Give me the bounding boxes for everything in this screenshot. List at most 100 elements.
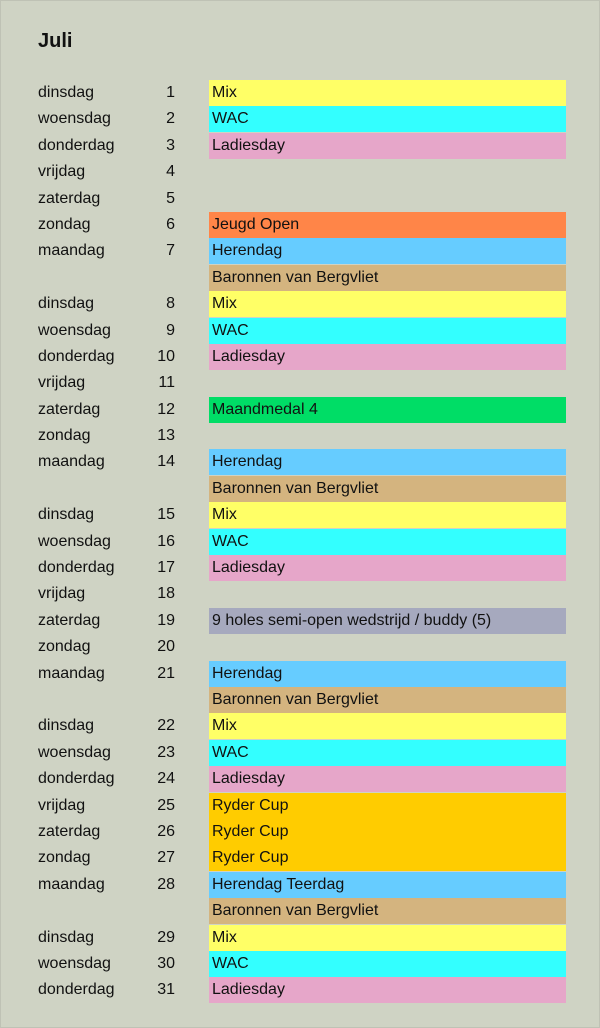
date-number: 3 [166,136,175,154]
calendar-row: woensdag 2 WAC [0,106,600,133]
weekday-label: zondag [38,215,91,233]
calendar-row: zaterdag 19 9 holes semi-open wedstrijd / … [0,607,600,634]
weekday-label: dinsdag [38,717,95,735]
date-number: 16 [157,532,175,550]
weekday-label: zaterdag [38,400,101,418]
date-number: 17 [157,559,175,577]
event-cell: Mix [209,291,566,318]
calendar-row: zondag 13 [0,423,600,449]
date-number: 23 [157,743,175,761]
event-cell: WAC [209,528,566,555]
date-number: 22 [157,717,175,735]
date-number: 10 [157,347,175,365]
weekday-label: dinsdag [38,84,95,101]
event-cell: Herendag [209,238,566,265]
calendar-row: dinsdag 22 Mix [0,713,600,740]
date-number: 31 [157,981,175,999]
weekday-label: woensdag [38,532,111,550]
date-number: 1 [166,84,175,101]
event-cell: Baronnen van Bergvliet [209,686,566,713]
date-number: 28 [157,875,175,893]
date-number: 27 [157,849,175,867]
calendar-row: Baronnen van Bergvliet [0,264,600,291]
event-cell: Ladiesday [209,977,566,1004]
weekday-label: woensdag [38,321,111,339]
event-cell: Maandmedal 4 [209,396,566,423]
weekday-label: donderdag [38,770,115,788]
event-cell: Baronnen van Bergvliet [209,264,566,291]
weekday-label: woensdag [38,954,111,972]
date-number: 9 [166,321,175,339]
event-cell: Mix [209,502,566,529]
event-cell: WAC [209,317,566,344]
date-number: 14 [157,453,175,471]
calendar-row: zondag 27 Ryder Cup [0,845,600,872]
event-cell: Ryder Cup [209,818,566,845]
calendar-row: dinsdag 8 Mix [0,291,600,318]
event-cell: 9 holes semi-open wedstrijd / buddy (5) [209,607,566,634]
weekday-label: zaterdag [38,611,101,629]
event-cell: Ladiesday [209,555,566,582]
event-cell: Herendag [209,660,566,687]
weekday-label: woensdag [38,110,111,128]
calendar-row: woensdag 23 WAC [0,739,600,766]
weekday-label: zondag [38,638,91,656]
calendar-row: vrijdag 25 Ryder Cup [0,792,600,819]
weekday-label: zondag [38,427,91,445]
date-number: 6 [166,215,175,233]
calendar-row: maandag 14 Herendag [0,449,600,476]
weekday-label: zaterdag [38,189,101,207]
date-number: 29 [157,928,175,946]
event-cell: Herendag Teerdag [209,871,566,898]
event-cell: Mix [209,713,566,740]
date-number: 5 [166,189,175,207]
date-number: 11 [158,374,175,392]
weekday-label: donderdag [38,981,115,999]
event-cell: Mix [209,924,566,951]
date-number [130,898,175,924]
event-cell: Ryder Cup [209,845,566,872]
date-number: 18 [157,585,175,603]
calendar-row: zaterdag 12 Maandmedal 4 [0,396,600,423]
calendar-row: Baronnen van Bergvliet [0,898,600,925]
calendar-list: dinsdag 1 Mix woensdag 2 WAC donderdag 3 Ladiesd… [0,80,600,1004]
date-number: 4 [166,163,175,181]
weekday-label: maandag [38,242,105,260]
weekday-label: dinsdag [38,928,95,946]
calendar-row: woensdag 30 WAC [0,950,600,977]
date-number: 24 [157,770,175,788]
weekday-label: dinsdag [38,506,95,524]
event-cell: Ryder Cup [209,792,566,819]
date-number [130,476,175,502]
calendar-row: zondag 6 Jeugd Open [0,211,600,238]
weekday-label: donderdag [38,559,115,577]
event-cell: WAC [209,739,566,766]
weekday-label: maandag [38,453,105,471]
weekday-label: vrijdag [38,796,86,814]
date-number: 13 [157,427,175,445]
weekday-label: maandag [38,664,105,682]
calendar-row: Baronnen van Bergvliet [0,475,600,502]
calendar-row: donderdag 24 Ladiesday [0,766,600,793]
calendar-row: donderdag 3 Ladiesday [0,132,600,159]
weekday-label: dinsdag [38,295,95,313]
date-number: 12 [157,400,175,418]
weekday-label: zaterdag [38,822,101,840]
calendar-row: zaterdag 26 Ryder Cup [0,818,600,845]
weekday-label: zondag [38,849,91,867]
weekday-label: vrijdag [38,585,86,603]
weekday-label: woensdag [38,743,111,761]
calendar-row: dinsdag 15 Mix [0,502,600,529]
date-number: 21 [157,664,175,682]
calendar-row: vrijdag 4 [0,159,600,185]
calendar-row: maandag 7 Herendag [0,238,600,265]
date-number: 15 [157,506,175,524]
date-number: 7 [166,242,175,260]
calendar-row: woensdag 9 WAC [0,317,600,344]
date-number [130,687,175,713]
calendar-row: zaterdag 5 [0,186,600,212]
calendar-row: dinsdag 29 Mix [0,924,600,951]
weekday-label: donderdag [38,136,115,154]
event-cell: WAC [209,950,566,977]
event-cell: Mix [209,80,566,106]
